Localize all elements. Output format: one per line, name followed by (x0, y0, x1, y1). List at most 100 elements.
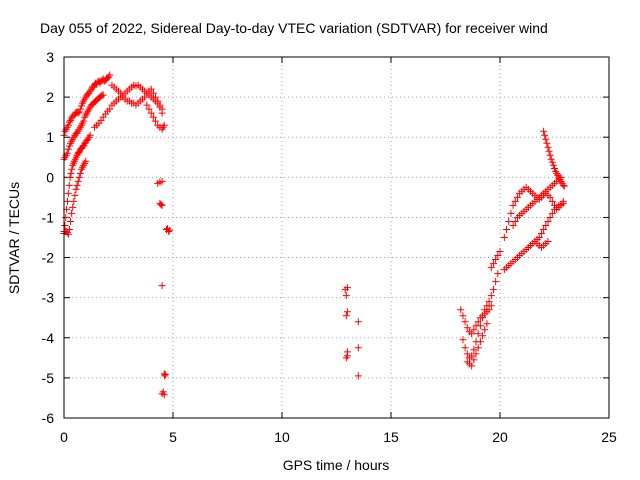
data-point (161, 371, 169, 379)
series-arc-p (531, 238, 552, 252)
data-point (63, 197, 71, 205)
data-point (470, 326, 478, 334)
x-tick-label: 20 (492, 429, 508, 445)
chart-title: Day 055 of 2022, Sidereal Day-to-day VTE… (40, 20, 548, 36)
series-arc-l (500, 183, 567, 241)
series-arc-d (60, 157, 90, 238)
data-point (511, 197, 519, 205)
data-point (546, 213, 554, 221)
data-point (67, 169, 75, 177)
data-point (548, 209, 556, 217)
x-tick-label: 10 (274, 429, 290, 445)
data-point (117, 89, 125, 97)
data-point (540, 225, 548, 233)
data-point (158, 282, 166, 290)
data-point (343, 284, 351, 292)
data-point (76, 169, 84, 177)
data-point (546, 193, 554, 201)
y-tick-label: 3 (46, 49, 54, 65)
y-tick-label: 2 (46, 89, 54, 105)
data-point (342, 354, 350, 362)
data-point (537, 229, 545, 237)
y-tick-label: 0 (46, 169, 54, 185)
data-point (485, 306, 493, 314)
grid (64, 57, 609, 418)
data-point (472, 322, 480, 330)
data-point (65, 118, 73, 126)
data-points (60, 71, 568, 399)
data-point (507, 209, 515, 217)
data-point (559, 199, 567, 207)
data-point (73, 181, 81, 189)
data-point (543, 139, 551, 147)
data-point (542, 135, 550, 143)
data-point (540, 127, 548, 135)
data-point (141, 93, 149, 101)
data-point (505, 217, 513, 225)
data-point (494, 252, 502, 260)
data-point (64, 145, 72, 153)
data-point (474, 318, 482, 326)
data-point (474, 330, 482, 338)
data-point (82, 157, 90, 165)
data-point (459, 312, 467, 320)
data-point (509, 201, 517, 209)
series-arc-j (463, 320, 491, 370)
plot-frame (63, 56, 610, 419)
data-point (166, 226, 174, 234)
data-point (71, 191, 79, 199)
data-point (76, 105, 84, 113)
data-point (147, 85, 155, 93)
series-arc-i (457, 302, 495, 338)
data-point (152, 93, 160, 101)
y-axis-label: SDTVAR / TECUs (6, 182, 22, 294)
data-point (479, 332, 487, 340)
data-point (74, 177, 82, 185)
data-point (160, 391, 168, 399)
data-point (68, 209, 76, 217)
data-point (75, 173, 83, 181)
data-point (511, 217, 519, 225)
data-point (470, 346, 478, 354)
data-point (354, 372, 362, 380)
series-arc-g (143, 101, 168, 133)
data-point (461, 344, 469, 352)
data-point (463, 350, 471, 358)
data-point (483, 320, 491, 328)
data-point (548, 197, 556, 205)
data-point (472, 350, 480, 358)
data-point (147, 109, 155, 117)
data-point (494, 270, 502, 278)
data-point (559, 181, 567, 189)
data-point (487, 302, 495, 310)
data-point (463, 324, 471, 332)
data-point (489, 260, 497, 268)
data-point (70, 197, 78, 205)
x-tick-label: 25 (601, 429, 617, 445)
series-arc-f (108, 81, 166, 113)
data-point (548, 158, 556, 166)
data-point (158, 105, 166, 113)
data-point (69, 203, 77, 211)
data-point (158, 177, 166, 185)
data-point (65, 181, 73, 189)
data-point (145, 105, 153, 113)
y-tick-label: -4 (42, 330, 55, 346)
data-point (513, 193, 521, 201)
data-point (343, 308, 351, 316)
data-point (149, 89, 157, 97)
data-point (64, 230, 72, 238)
data-point (61, 221, 69, 229)
data-point (158, 201, 166, 209)
data-point (354, 318, 362, 326)
series-arc-m (500, 199, 567, 274)
y-tick-label: -3 (42, 290, 55, 306)
data-point (80, 117, 88, 125)
data-point (535, 234, 543, 241)
series-arc-c (60, 131, 94, 235)
data-point (160, 121, 168, 129)
data-point (544, 143, 552, 151)
data-point (549, 161, 557, 169)
data-point (143, 101, 151, 109)
